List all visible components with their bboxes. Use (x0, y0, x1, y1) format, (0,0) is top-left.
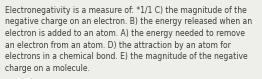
Text: electrons in a chemical bond. E) the magnitude of the negative: electrons in a chemical bond. E) the mag… (5, 52, 247, 61)
Text: Electronegativity is a measure of: *1/1 C) the magnitude of the: Electronegativity is a measure of: *1/1 … (5, 6, 247, 15)
Text: negative charge on an electron. B) the energy released when an: negative charge on an electron. B) the e… (5, 17, 252, 26)
Text: electron is added to an atom. A) the energy needed to remove: electron is added to an atom. A) the ene… (5, 29, 245, 38)
Text: an electron from an atom. D) the attraction by an atom for: an electron from an atom. D) the attract… (5, 41, 231, 50)
Text: charge on a molecule.: charge on a molecule. (5, 64, 90, 73)
